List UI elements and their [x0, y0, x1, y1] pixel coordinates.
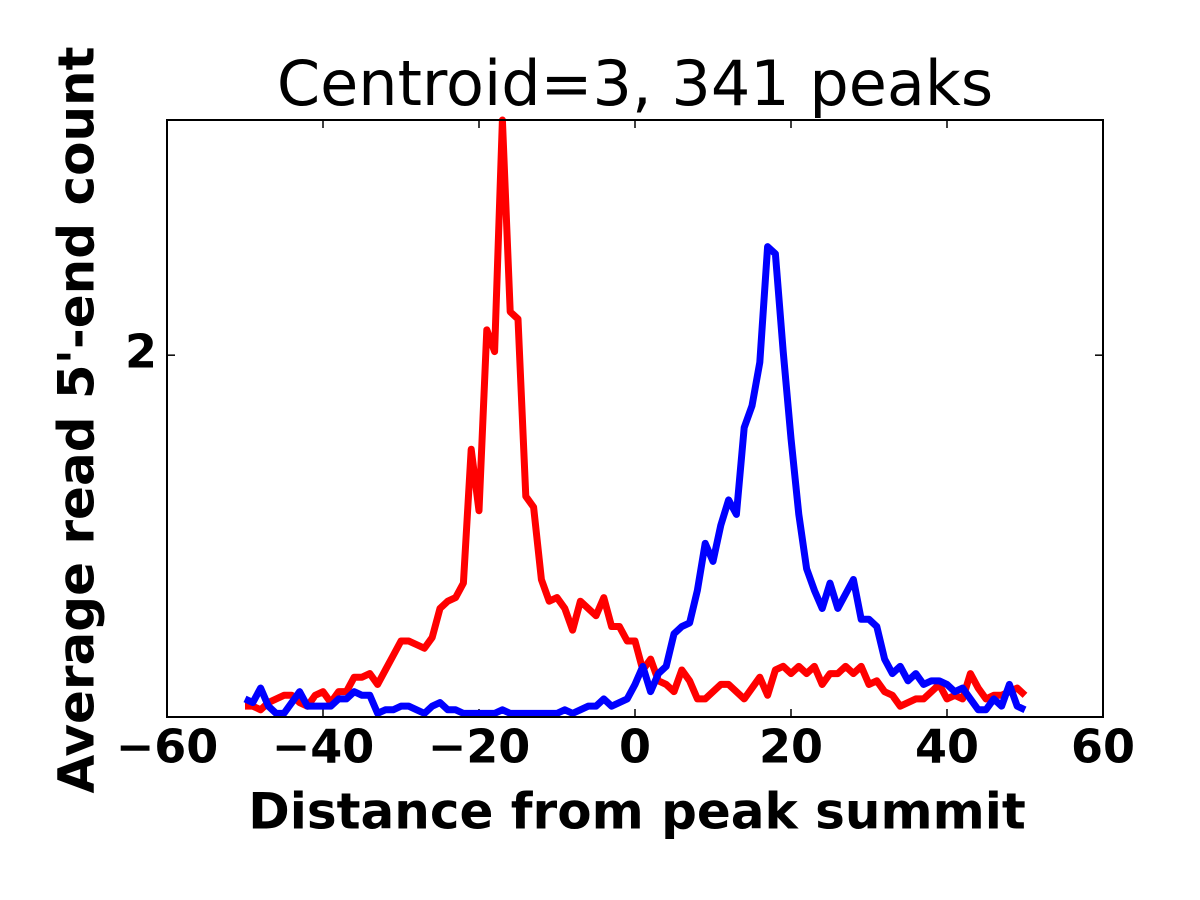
x-tick-label: −60 [116, 720, 219, 774]
x-axis-label: Distance from peak summit [248, 783, 1026, 841]
chart-title: Centroid=3, 341 peaks [277, 47, 993, 120]
data-line [245, 116, 1028, 714]
x-tick-label: −40 [272, 720, 375, 774]
y-tick-label: 2 [125, 325, 157, 379]
y-axis-label: Average read 5'-end count [48, 46, 106, 793]
x-tick-label: 40 [915, 720, 979, 774]
data-line [243, 243, 1027, 717]
x-tick-label: 0 [619, 720, 651, 774]
x-tick-label: −20 [428, 720, 531, 774]
plot-frame [166, 119, 1104, 718]
x-tick-label: 20 [759, 720, 823, 774]
x-tick-label: 60 [1071, 720, 1135, 774]
